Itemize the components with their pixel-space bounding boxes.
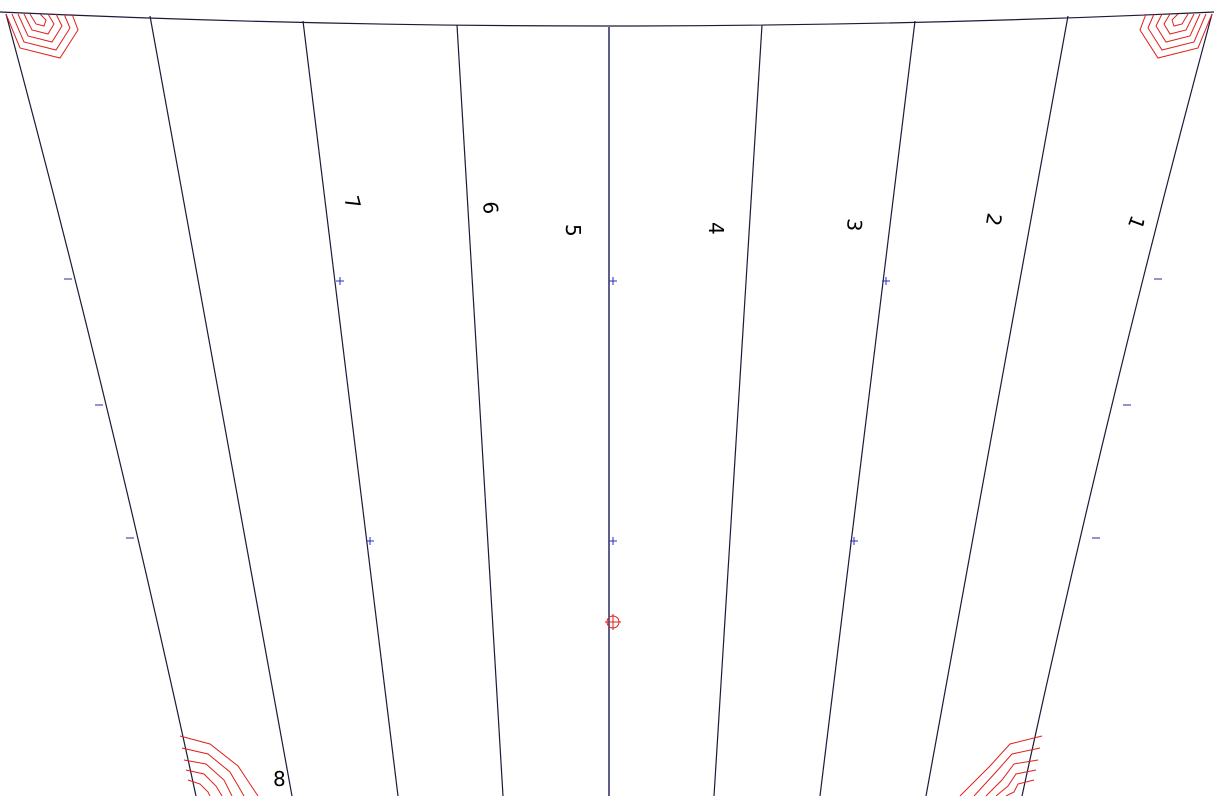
gore-boundary-6 [819, 20, 916, 796]
gore-label-4: 4 [704, 222, 728, 235]
gore-boundary-7 [925, 15, 1069, 796]
gore-label-8: 8 [273, 767, 286, 791]
gore-boundary-5 [713, 24, 763, 796]
gore-boundary-3 [456, 24, 504, 796]
corner-mark-bottom-right [959, 735, 1043, 796]
gore-label-6: 6 [478, 200, 503, 215]
registration-cross-1 [336, 277, 344, 285]
gore-label-3: 3 [842, 218, 867, 233]
gore-boundary-right-outer [1021, 13, 1213, 796]
corner-mark-top-left [5, 13, 79, 59]
registration-cross-4 [366, 537, 374, 545]
registration-cross-6 [850, 537, 858, 545]
gore-label-7: 7 [339, 193, 365, 212]
target-marker [605, 614, 621, 630]
gore-boundary-2 [302, 20, 399, 796]
gore-boundary-1 [149, 15, 293, 796]
registration-cross-3 [882, 277, 890, 285]
top-edge-arc [0, 11, 1214, 27]
corner-mark-bottom-left [179, 735, 259, 796]
registration-cross-2 [609, 277, 617, 285]
registration-cross-5 [609, 537, 617, 545]
gore-label-1: 1 [1123, 212, 1150, 232]
gore-label-2: 2 [981, 211, 1007, 228]
gore-label-5: 5 [561, 224, 585, 237]
corner-mark-top-right [1139, 13, 1213, 59]
gore-boundary-left-outer [5, 13, 197, 796]
